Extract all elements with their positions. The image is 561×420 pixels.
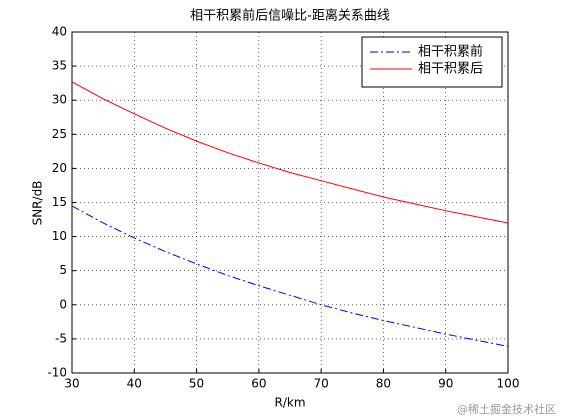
x-tick-label: 80 [376, 377, 391, 391]
y-tick-label: -10 [47, 366, 67, 380]
series-line [71, 205, 509, 347]
y-tick-label: 15 [52, 195, 67, 209]
y-tick-label: 5 [59, 263, 67, 277]
y-tick-label: -5 [55, 331, 67, 345]
y-tick-label: 0 [59, 297, 67, 311]
x-tick-label: 100 [497, 377, 520, 391]
y-tick-label: 30 [52, 93, 67, 107]
x-tick-label: 60 [251, 377, 266, 391]
x-tick-label: 70 [314, 377, 329, 391]
x-axis-label: R/km [274, 396, 305, 410]
x-tick-label: 40 [127, 377, 142, 391]
legend-box [361, 36, 503, 88]
chart-title: 相干积累前后信噪比-距离关系曲线 [190, 8, 390, 24]
y-tick-label: 25 [52, 127, 67, 141]
plot-frame [71, 31, 509, 374]
watermark: @稀土掘金技术社区 [457, 402, 556, 416]
y-tick-label: 20 [52, 161, 67, 175]
x-tick-label: 50 [189, 377, 204, 391]
y-tick-label: 10 [52, 229, 67, 243]
legend-label: 相干积累前 [418, 44, 483, 60]
y-tick-label: 35 [52, 59, 67, 73]
y-axis-label: SNR/dB [31, 181, 45, 226]
series-line [71, 81, 509, 224]
y-tick-label: 40 [52, 25, 67, 39]
x-tick-label: 30 [64, 377, 79, 391]
x-tick-label: 90 [438, 377, 453, 391]
legend-label: 相干积累后 [418, 62, 483, 77]
